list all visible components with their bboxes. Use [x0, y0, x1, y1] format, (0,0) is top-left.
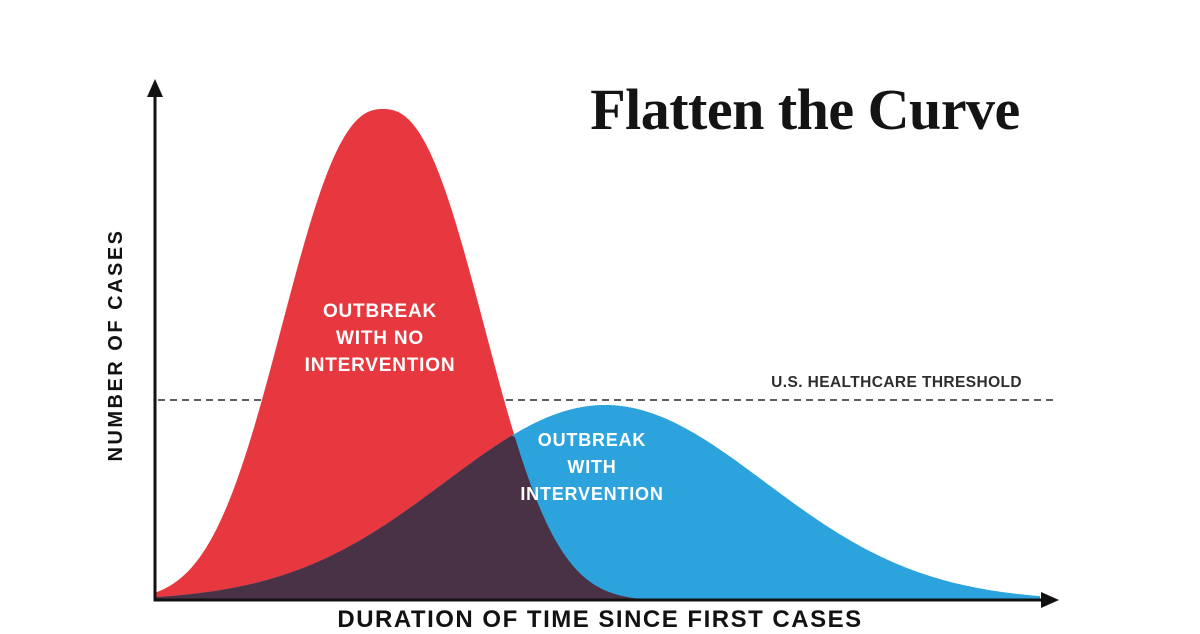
x-axis-label: DURATION OF TIME SINCE FIRST CASES	[337, 606, 863, 633]
intervention-label-line2: WITH	[567, 457, 617, 477]
no-intervention-curve-label: OUTBREAK WITH NO INTERVENTION	[255, 298, 505, 379]
curves-overlap-region	[155, 435, 1040, 601]
x-axis-arrowhead-icon	[1041, 592, 1059, 608]
y-axis-label: NUMBER OF CASES	[105, 228, 127, 462]
no-intervention-label-line2: WITH NO	[336, 328, 424, 349]
chart-title: Flatten the Curve	[590, 77, 1020, 142]
no-intervention-curve-area	[155, 109, 1040, 601]
axes	[147, 79, 1059, 608]
threshold-label: U.S. HEALTHCARE THRESHOLD	[771, 374, 1022, 391]
intervention-curve-label: OUTBREAK WITH INTERVENTION	[472, 427, 712, 508]
no-intervention-label-line1: OUTBREAK	[322, 301, 438, 322]
y-axis-arrowhead-icon	[147, 79, 163, 97]
intervention-label-line1: OUTBREAK	[537, 430, 647, 450]
intervention-label-line3: INTERVENTION	[520, 484, 664, 504]
no-intervention-label-line3: INTERVENTION	[304, 355, 456, 376]
